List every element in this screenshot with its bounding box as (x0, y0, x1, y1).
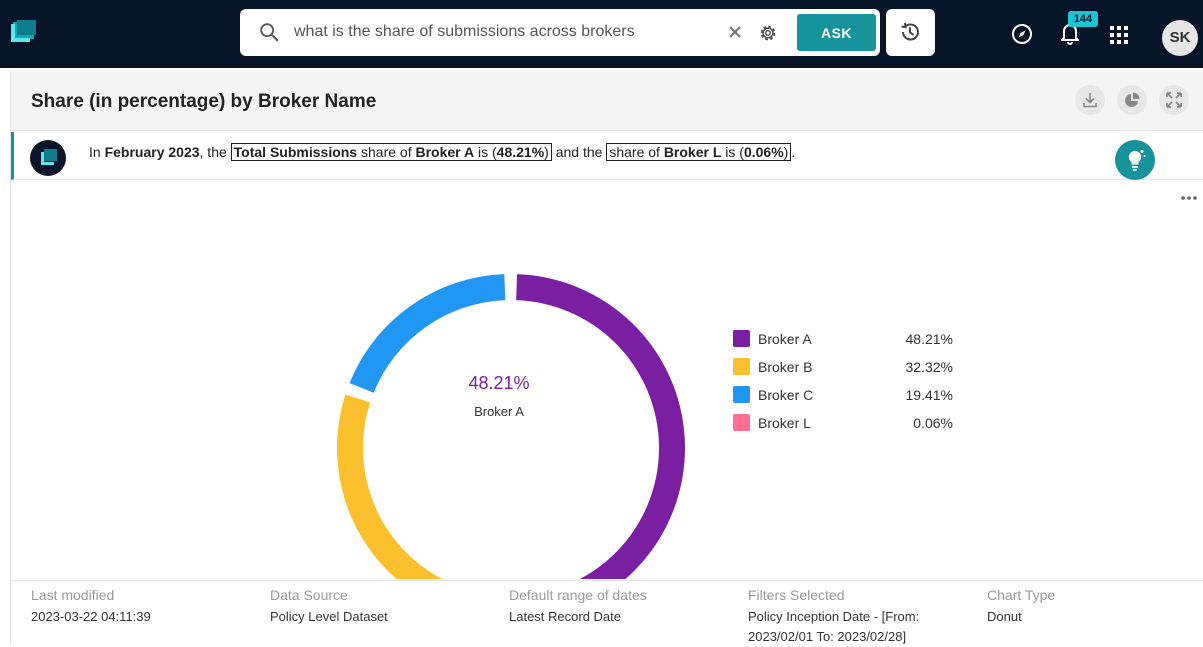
footer-value: 2023/02/01 To: 2023/02/28] (748, 629, 907, 644)
legend-swatch (733, 358, 750, 375)
app-logo-icon[interactable] (8, 20, 36, 44)
insight-metric: Total Submissions (233, 144, 358, 160)
donut-slice-broker-b[interactable] (337, 394, 524, 579)
footer-data-source: Data Source Policy Level Dataset (270, 587, 388, 627)
gear-icon[interactable] (757, 22, 779, 44)
more-options-icon[interactable] (1179, 193, 1199, 203)
footer-filters: Filters Selected Policy Inception Date -… (748, 587, 919, 647)
footer-value: Policy Level Dataset (270, 609, 388, 624)
footer-value: Latest Record Date (509, 609, 622, 624)
insight-low-broker: Broker L (663, 144, 722, 160)
footer-label: Last modified (31, 587, 115, 603)
compass-icon[interactable] (1010, 22, 1034, 46)
footer-label: Chart Type (987, 587, 1056, 603)
donut-slice-broker-a[interactable] (516, 274, 685, 579)
insight-top-value: 48.21% (496, 144, 545, 160)
lightbulb-icon (1128, 150, 1146, 171)
center-value: 48.21% (468, 373, 529, 393)
legend-item-broker-b[interactable]: Broker B 32.32% (733, 356, 963, 384)
legend-label: Broker L (758, 415, 811, 431)
insights-button[interactable] (1115, 140, 1155, 180)
insight-fragment: and the (551, 144, 607, 160)
footer-chart-type: Chart Type Donut (987, 587, 1055, 627)
legend-item-broker-a[interactable]: Broker A 48.21% (733, 328, 963, 356)
footer-value: Donut (987, 609, 1022, 624)
insight-banner: In February 2023, the Total Submissions … (11, 132, 1203, 180)
user-avatar[interactable]: SK (1162, 20, 1198, 56)
chart-card: Share (in percentage) by Broker Name (10, 71, 1203, 645)
footer-label: Default range of dates (509, 587, 647, 603)
ask-button[interactable]: ASK (797, 14, 876, 51)
legend-swatch (733, 330, 750, 347)
search-input[interactable] (294, 19, 714, 45)
legend-swatch (733, 386, 750, 403)
insight-period: February 2023 (104, 144, 200, 160)
close-icon[interactable] (725, 22, 745, 42)
insight-highlight-low[interactable]: share of Broker L is (0.06%) (606, 143, 792, 161)
legend-value: 48.21% (905, 331, 953, 347)
apps-grid-icon[interactable] (1110, 26, 1128, 44)
donut-slice-broker-c[interactable] (349, 274, 506, 393)
legend-value: 0.06% (913, 415, 953, 431)
donut-chart: 48.21% Broker A (337, 274, 685, 579)
legend-item-broker-l[interactable]: Broker L 0.06% (733, 412, 963, 440)
center-label: Broker A (474, 404, 524, 419)
search-icon (260, 23, 279, 42)
footer-last-modified: Last modified 2023-03-22 04:11:39 (31, 587, 151, 627)
insight-fragment: . (791, 144, 796, 160)
insight-fragment: share of (357, 144, 416, 160)
expand-button[interactable] (1159, 85, 1189, 115)
legend-label: Broker B (758, 359, 813, 375)
insight-highlight-top[interactable]: Total Submissions share of Broker A is (… (230, 143, 552, 161)
card-title: Share (in percentage) by Broker Name (31, 91, 377, 112)
insight-fragment: is ( (721, 144, 744, 160)
download-button[interactable] (1075, 85, 1105, 115)
download-icon (1083, 93, 1097, 108)
search-bar: ASK (240, 9, 880, 56)
insight-fragment: ) (544, 144, 549, 160)
insight-top-broker: Broker A (415, 144, 475, 160)
footer-label: Filters Selected (748, 587, 845, 603)
insight-fragment: share of (609, 144, 664, 160)
legend-label: Broker C (758, 387, 814, 403)
insight-text: In February 2023, the Total Submissions … (89, 143, 796, 161)
footer-value: 2023-03-22 04:11:39 (31, 609, 151, 624)
insight-fragment: In (89, 144, 105, 160)
card-header: Share (in percentage) by Broker Name (11, 71, 1203, 131)
footer-date-range: Default range of dates Latest Record Dat… (509, 587, 647, 627)
expand-icon (1166, 92, 1182, 108)
notification-badge: 144 (1068, 11, 1098, 27)
history-icon (901, 22, 919, 41)
footer-value: Policy Inception Date - [From: (748, 609, 920, 624)
chart-footer: Last modified 2023-03-22 04:11:39 Data S… (11, 580, 1203, 645)
insight-fragment: is ( (474, 144, 497, 160)
legend-item-broker-c[interactable]: Broker C 19.41% (733, 384, 963, 412)
chart-type-button[interactable] (1117, 85, 1147, 115)
insight-low-value: 0.06% (743, 144, 784, 160)
chart-legend: Broker A 48.21% Broker B 32.32% Broker C 19.4… (733, 328, 963, 440)
insight-logo (30, 140, 66, 176)
legend-swatch (733, 414, 750, 431)
pie-chart-icon (1125, 92, 1140, 107)
top-bar: ASK 144 SK (0, 0, 1203, 68)
app-logo-icon (41, 149, 57, 165)
legend-label: Broker A (758, 331, 812, 347)
insight-fragment: ) (783, 144, 789, 160)
legend-value: 32.32% (905, 359, 953, 375)
insight-fragment: , the (199, 144, 231, 160)
footer-label: Data Source (270, 587, 348, 603)
legend-value: 19.41% (905, 387, 953, 403)
history-button[interactable] (886, 9, 935, 56)
